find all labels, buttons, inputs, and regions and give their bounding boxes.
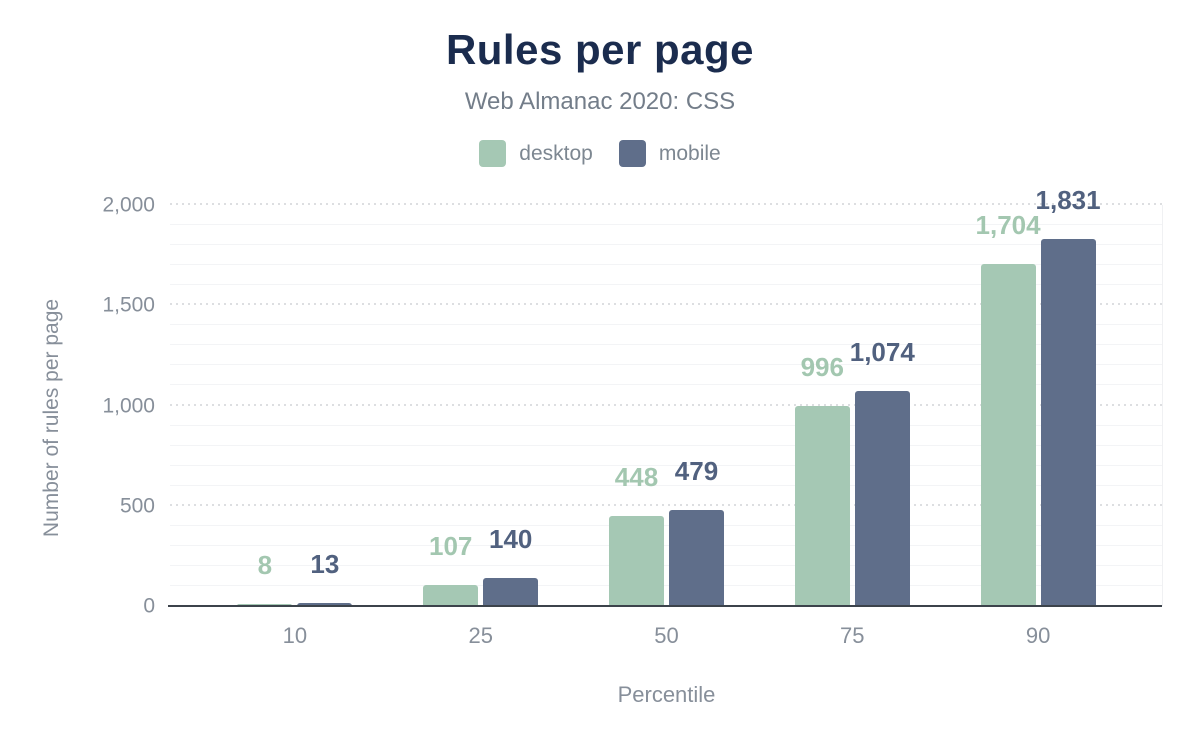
bar-mobile-p90: 1,831 (1036, 187, 1101, 606)
legend: desktop mobile (0, 140, 1200, 167)
y-tick-labels: 0 500 1,000 1,500 2,000 (0, 195, 155, 617)
category-group-p10: 8 13 (202, 205, 388, 606)
bar-desktop-p50: 448 (608, 464, 664, 606)
bar-value-label-desktop-p75: 996 (800, 352, 844, 383)
bar-mobile-p75: 1,074 (850, 339, 915, 606)
x-axis-title: Percentile (170, 682, 1163, 708)
gridline-1900 (170, 224, 1162, 226)
bar-groups: 8 13 107 140 448 479 996 1,074 1,704 1,831 (202, 187, 1131, 606)
legend-label-mobile: mobile (658, 141, 721, 165)
x-tick-labels: 10 25 50 75 90 (202, 606, 1131, 647)
gridline-1800 (170, 244, 1162, 246)
bar-value-label-mobile-p75: 1,074 (849, 336, 915, 367)
bar-mobile-p50: 479 (668, 458, 724, 606)
gridline-300 (170, 544, 1162, 546)
x-tick-10: 10 (282, 623, 308, 648)
legend-label-desktop: desktop (519, 141, 593, 165)
y-tick-1000: 1,000 (102, 394, 155, 417)
gridline-800 (170, 444, 1162, 446)
gridline-1600 (170, 284, 1162, 286)
category-group-p25: 107 140 (388, 205, 574, 606)
bar-desktop-p90: 1,704 (976, 212, 1041, 606)
x-tick-75: 75 (840, 623, 865, 648)
x-tick-50: 50 (654, 623, 679, 648)
x-axis-title-text: Percentile (617, 682, 716, 707)
gridline-500 (170, 503, 1162, 506)
gridline-1500 (170, 303, 1162, 306)
gridline-1300 (170, 344, 1162, 346)
bar-value-label-desktop-p50: 448 (614, 462, 659, 493)
category-group-p75: 996 1,074 (759, 205, 945, 606)
y-tick-500: 500 (119, 494, 155, 518)
bar-value-label-desktop-p25: 107 (428, 530, 473, 561)
legend-swatch-desktop (479, 140, 507, 167)
y-tick-0: 0 (143, 594, 155, 618)
gridline-700 (170, 464, 1162, 466)
x-tick-25: 25 (468, 623, 493, 648)
gridline-100 (170, 584, 1162, 586)
chart-subtitle: Web Almanac 2020: CSS (464, 88, 736, 115)
gridline-600 (170, 484, 1162, 486)
chart-title: Rules per page (445, 26, 755, 73)
gridline-400 (170, 524, 1162, 526)
category-group-p50: 448 479 (574, 205, 760, 606)
bar-value-label-desktop-p90: 1,704 (975, 210, 1041, 241)
bar-value-label-mobile-p90: 1,831 (1035, 184, 1101, 215)
x-tick-90: 90 (1025, 623, 1051, 648)
x-axis-line (168, 605, 1162, 607)
bar-mobile-p10: 13 (297, 551, 353, 606)
bar-value-label-mobile-p50: 479 (674, 455, 719, 486)
bar-desktop-p75: 996 (794, 354, 850, 606)
gridline-1100 (170, 384, 1162, 386)
y-tick-2000: 2,000 (102, 193, 155, 217)
legend-item-mobile: mobile (618, 140, 721, 167)
bar-value-label-mobile-p25: 140 (488, 523, 533, 554)
y-tick-1500: 1,500 (102, 293, 155, 317)
legend-swatch-mobile (618, 140, 646, 167)
gridline-1200 (170, 364, 1162, 366)
gridline-1000 (170, 403, 1162, 406)
gridline-200 (170, 564, 1162, 566)
bar-desktop-p25: 107 (423, 533, 479, 606)
gridline-900 (170, 424, 1162, 426)
category-group-p90: 1,704 1,831 (945, 187, 1131, 606)
gridline-1700 (170, 264, 1162, 266)
legend-item-desktop: desktop (479, 140, 593, 167)
bar-mobile-p25: 140 (483, 526, 539, 606)
gridline-1400 (170, 324, 1162, 326)
plot-area: 8 13 107 140 448 479 996 1,074 1,704 1,831 10 25 50… (168, 187, 1163, 647)
bar-value-label-mobile-p10: 13 (310, 549, 340, 580)
bar-value-label-desktop-p10: 8 (257, 550, 273, 581)
gridline-2000 (170, 203, 1162, 205)
